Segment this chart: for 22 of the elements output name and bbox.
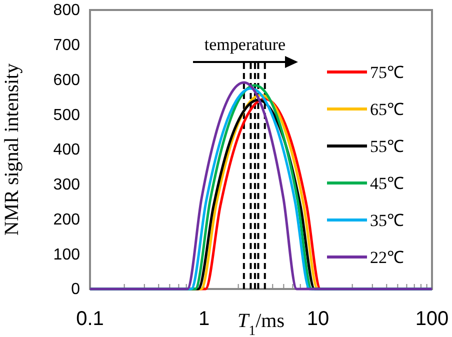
y-tick-label: 100 (53, 246, 80, 264)
y-tick-label: 500 (53, 106, 80, 124)
y-tick-label: 300 (53, 176, 80, 194)
y-tick-label: 800 (53, 2, 80, 20)
y-tick-label: 400 (53, 142, 80, 159)
annotation: temperature (204, 35, 286, 54)
x-tick-label: 0.1 (76, 308, 104, 330)
x-axis-title: T$_{1}$/ms (237, 310, 285, 337)
x-tick-label: 100 (415, 308, 449, 330)
legend-label: 65℃ (370, 100, 404, 119)
x-tick-label: 10 (306, 308, 330, 330)
legend-label: 45℃ (370, 174, 404, 193)
y-axis-title: NMR signal intensity (1, 63, 23, 236)
y-tick-label: 600 (53, 72, 80, 89)
legend-label: 35℃ (370, 211, 404, 230)
y-tick-label: 200 (53, 211, 80, 228)
y-tick-label: 700 (53, 36, 80, 54)
x-tick-label: 1 (198, 308, 210, 330)
y-tick-label: 0 (71, 281, 80, 298)
legend-label: 55℃ (370, 137, 404, 156)
legend-label: 22℃ (370, 248, 404, 267)
legend-label: 75℃ (370, 63, 404, 82)
